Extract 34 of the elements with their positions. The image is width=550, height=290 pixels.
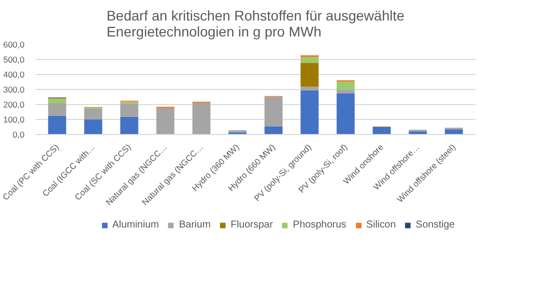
bar	[300, 86, 319, 90]
bar	[336, 82, 355, 90]
bar	[408, 131, 427, 134]
legend-label: Sonstige	[416, 220, 455, 230]
bar	[336, 93, 355, 134]
legend-label: Barium	[178, 220, 211, 230]
bar	[192, 103, 210, 134]
legend-label: Fluorspar	[230, 220, 273, 230]
legend-label: Phosphorus	[292, 220, 346, 230]
chart-title: Bedarf an kritischen Rohstoffen für ausgewählte Energietechnologien in g pro MWh	[106, 8, 405, 40]
bar	[48, 103, 66, 116]
y-tick-label: 300,0	[3, 84, 25, 94]
legend-label: Silicon	[366, 220, 396, 230]
y-tick-label: 400,0	[3, 70, 25, 80]
y-tick-label: 500,0	[3, 54, 25, 64]
bar	[48, 98, 66, 104]
bar	[48, 116, 66, 134]
bar	[264, 126, 283, 134]
bar	[156, 108, 174, 134]
bar	[120, 103, 138, 117]
bar	[300, 57, 319, 63]
legend-label: Aluminium	[112, 220, 159, 230]
bar	[264, 96, 283, 126]
bar	[300, 90, 319, 134]
bar	[300, 62, 319, 87]
bar	[120, 116, 138, 134]
y-tick-label: 100,0	[3, 114, 25, 124]
bar	[336, 90, 355, 94]
y-tick-label: 600,0	[3, 40, 25, 50]
y-tick-label: 200,0	[3, 100, 25, 110]
bar	[84, 108, 102, 120]
y-tick-label: 0,0	[12, 130, 25, 140]
bar	[372, 127, 391, 134]
bar	[84, 120, 102, 134]
